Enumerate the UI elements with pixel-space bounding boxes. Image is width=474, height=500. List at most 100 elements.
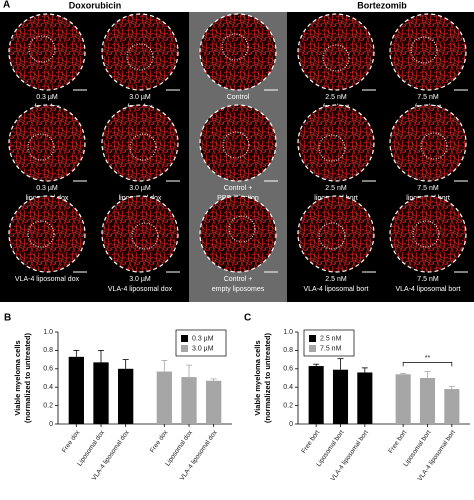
image-label: 3.0 µM	[129, 276, 151, 283]
image-label: Control +	[224, 185, 253, 192]
y-tick-label: 1.0	[283, 329, 293, 336]
region-outline	[28, 35, 56, 63]
region-outline	[27, 133, 55, 161]
image-label: Control +	[224, 276, 253, 283]
image-label: 0.3 µM	[36, 94, 58, 101]
panel-letter: B	[4, 313, 11, 324]
image-label: 7.5 nM	[417, 185, 439, 192]
y-tick-label: 0.2	[283, 402, 293, 409]
region-outline	[222, 131, 250, 159]
image-label: Control	[227, 94, 250, 101]
y-axis-label: (normalized to untreated)	[23, 333, 32, 424]
region-outline	[322, 44, 350, 72]
image-label: 2.5 nM	[325, 276, 347, 283]
dish-outline	[199, 104, 277, 182]
bar	[93, 362, 109, 424]
image-label: 3.0 µM	[129, 94, 151, 101]
bar	[68, 356, 84, 424]
dish-outline	[101, 104, 179, 182]
significance-bracket	[402, 362, 453, 367]
y-tick-label: 0.6	[43, 366, 53, 373]
micrograph	[102, 14, 178, 90]
y-tick-label: 1.0	[43, 329, 53, 336]
image-label: VLA-4 liposomal dox	[15, 276, 80, 283]
micrograph	[9, 105, 85, 181]
micrograph	[9, 196, 85, 272]
group-title: Bortezomib	[357, 0, 407, 10]
y-tick-label: 0.2	[43, 402, 53, 409]
legend-swatch	[309, 345, 316, 352]
significance-label: **	[425, 355, 431, 362]
dish-outline	[8, 104, 86, 182]
bar	[395, 374, 411, 424]
dish-outline	[101, 13, 179, 91]
micrograph	[390, 14, 466, 90]
dish-outline	[297, 104, 375, 182]
bar	[332, 369, 349, 424]
region-outline	[126, 43, 154, 71]
y-axis-label: Viable myeloma cells	[253, 340, 262, 415]
image-label: VLA-4 liposomal dox	[108, 286, 173, 293]
image-label: 2.5 nM	[325, 185, 347, 192]
image-label: 0.3 µM	[36, 185, 58, 192]
y-tick-label: 0	[289, 421, 293, 428]
dish-outline	[389, 104, 467, 182]
micrograph	[200, 196, 276, 272]
bar-chart: C Viable myeloma cells (normalized to untr…	[244, 313, 470, 483]
dish-outline	[389, 195, 467, 273]
region-outline	[27, 220, 55, 248]
micrograph	[9, 14, 85, 90]
bar	[357, 372, 373, 424]
legend-swatch	[309, 335, 316, 342]
bar-chart: B Viable myeloma cells (normalized to untr…	[4, 313, 232, 482]
region-outline	[412, 220, 440, 248]
dish-outline	[389, 13, 467, 91]
region-outline	[420, 132, 448, 160]
panel-letter: A	[3, 0, 10, 11]
image-label: 3.0 µM	[129, 185, 151, 192]
x-tick-label: Free dox	[61, 429, 82, 455]
micrograph	[298, 105, 374, 181]
bar	[118, 368, 134, 424]
dish-outline	[199, 13, 277, 91]
dish-outline	[8, 195, 86, 273]
x-tick-label: Free bort	[300, 429, 321, 455]
region-outline	[221, 33, 249, 61]
y-tick-label: 0.4	[283, 384, 293, 391]
bar	[206, 380, 222, 424]
y-tick-label: 0.4	[43, 384, 53, 391]
image-label: 7.5 nM	[417, 94, 439, 101]
legend-label: 0.3 µM	[192, 335, 214, 342]
dish-outline	[8, 13, 86, 91]
dish-outline	[101, 195, 179, 273]
image-label: VLA-4 liposomal bort	[396, 286, 461, 293]
legend-label: 2.5 nM	[320, 335, 342, 342]
y-axis-label: Viable myeloma cells	[13, 340, 22, 415]
legend-label: 3.0 µM	[192, 345, 214, 352]
legend-swatch	[181, 345, 188, 352]
x-tick-label: Free bort	[387, 429, 408, 455]
dish-outline	[199, 195, 277, 273]
region-outline	[410, 36, 438, 64]
dish-outline	[297, 195, 375, 273]
micrograph	[298, 14, 374, 90]
bar	[444, 389, 460, 424]
image-label: VLA-4 liposomal bort	[304, 286, 369, 293]
bar	[419, 378, 436, 424]
image-label: 7.5 nM	[417, 276, 439, 283]
region-outline	[131, 222, 159, 250]
image-label: empty liposomes	[212, 286, 265, 293]
y-tick-label: 0.6	[283, 366, 293, 373]
micrograph	[200, 105, 276, 181]
micrograph	[102, 196, 178, 272]
dish-outline	[297, 13, 375, 91]
y-axis-label: (normalized to untreated)	[263, 333, 272, 424]
x-tick-label: Free dox	[149, 429, 170, 455]
group-title: Doxorubicin	[69, 0, 122, 10]
image-label: 2.5 nM	[325, 94, 347, 101]
panel-letter: C	[244, 313, 251, 324]
y-tick-label: 0.8	[283, 347, 293, 354]
